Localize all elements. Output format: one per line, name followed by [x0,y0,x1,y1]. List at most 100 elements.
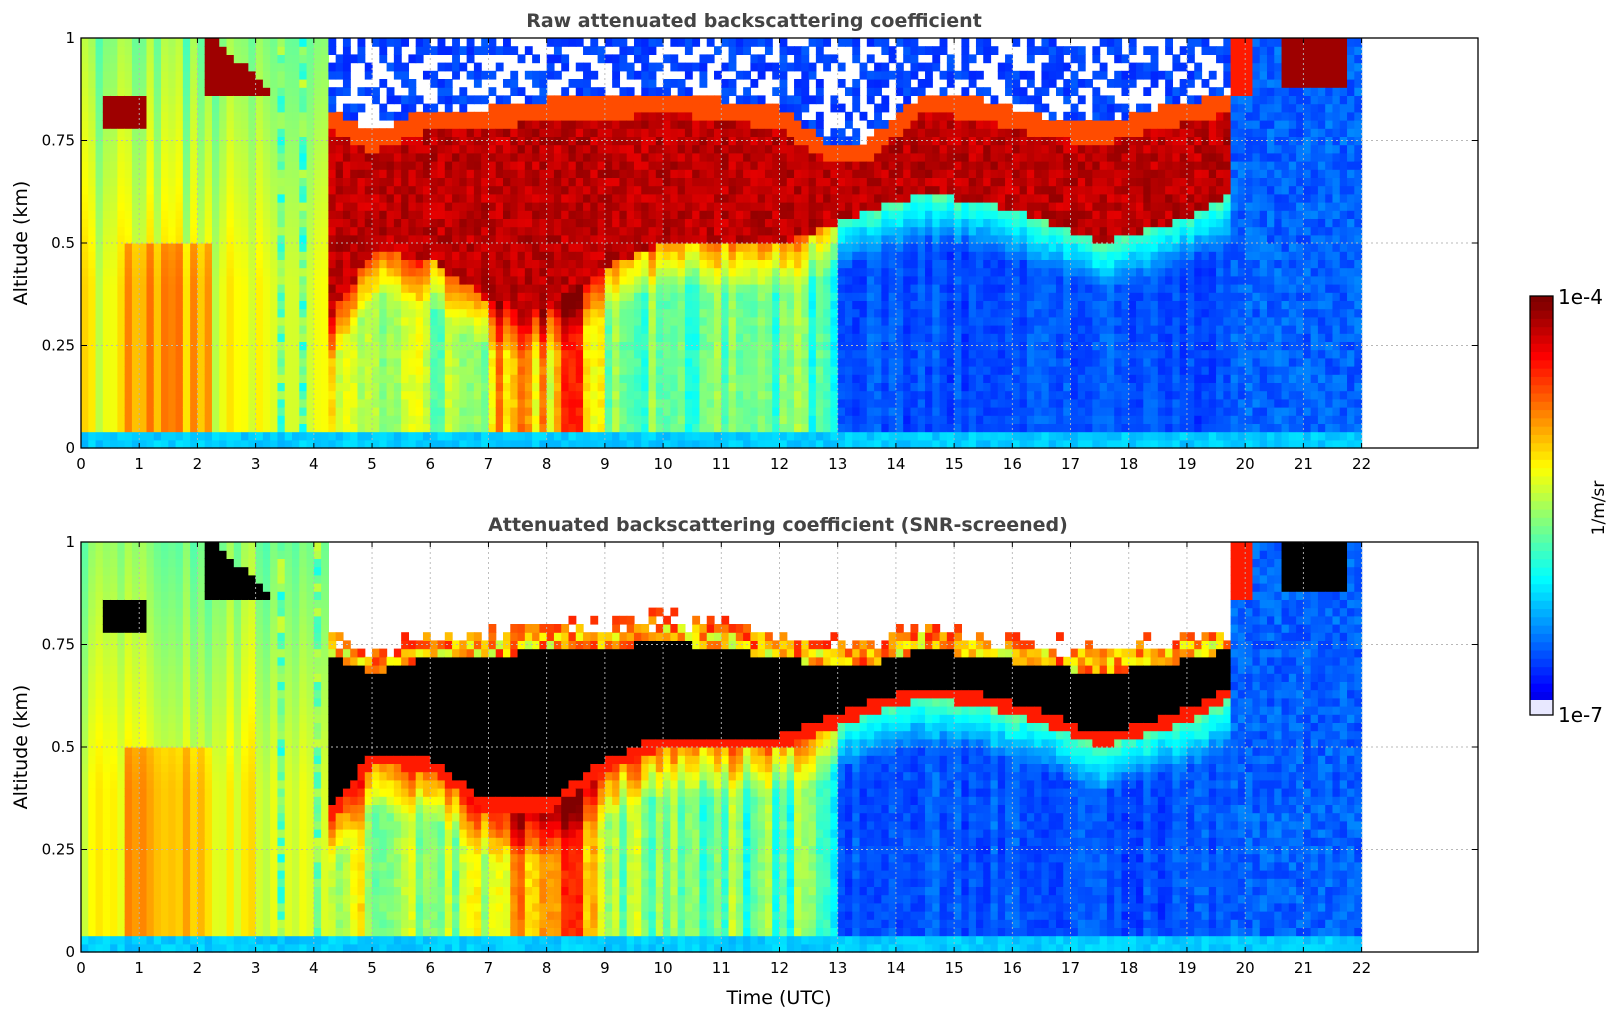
heatmap-cell [568,275,577,285]
heatmap-cell [721,169,730,178]
heatmap-cell [364,341,373,351]
heatmap-cell [684,103,693,113]
heatmap-cell [575,423,584,433]
heatmap-cell [663,185,671,195]
heatmap-cell [168,349,177,359]
heatmap-cell [473,251,482,260]
heatmap-cell [299,259,308,269]
heatmap-cell [88,169,97,178]
heatmap-cell [95,70,104,80]
heatmap-cell [794,243,802,252]
heatmap-cell [561,177,570,187]
heatmap-cell [684,161,693,170]
heatmap-cell [794,226,802,236]
heatmap-cell [335,202,344,211]
heatmap-cell [714,218,722,228]
heatmap-cell [481,185,490,195]
heatmap-cell [495,308,504,318]
heatmap-cell [743,120,751,129]
heatmap-cell [299,415,308,424]
heatmap-cell [175,325,184,334]
heatmap-cell [604,111,613,121]
heatmap-cell [583,251,591,260]
heatmap-cell [422,325,431,334]
heatmap-cell [255,128,264,137]
heatmap-cell [772,177,781,187]
heatmap-cell [190,407,199,416]
heatmap-cell [466,161,475,170]
heatmap-cell [823,161,832,170]
heatmap-cell [575,136,584,146]
heatmap-cell [182,185,191,195]
heatmap-cell [677,193,686,203]
heatmap-cell [466,38,475,47]
heatmap-cell [590,103,599,113]
heatmap-cell [146,292,155,301]
heatmap-cell [321,218,329,228]
heatmap-cell [444,62,453,72]
heatmap-cell [481,128,490,137]
heatmap-cell [699,300,708,310]
heatmap-cell [233,111,242,121]
heatmap-cell [633,120,642,129]
heatmap-cell [641,284,650,293]
heatmap-cell [255,218,264,228]
heatmap-cell [539,185,548,195]
heatmap-cell [553,333,562,342]
heatmap-cell [408,415,417,424]
heatmap-cell [110,374,118,383]
heatmap-cell [721,243,730,252]
heatmap-cell [553,120,562,129]
heatmap-cell [110,325,118,334]
heatmap-cell [750,357,759,367]
heatmap-cell [415,218,424,228]
heatmap-cell [342,144,351,154]
heatmap-cell [168,439,177,449]
heatmap-cell [393,398,402,408]
heatmap-cell [139,292,148,301]
heatmap-cell [379,407,388,416]
heatmap-cell [692,234,701,244]
heatmap-cell [161,202,169,211]
heatmap-cell [655,390,664,400]
heatmap-cell [663,407,671,416]
heatmap-cell [604,185,613,195]
heatmap-cell [255,316,264,326]
heatmap-cell [306,62,315,72]
heatmap-cell [714,390,722,400]
heatmap-cell [801,431,810,441]
heatmap-cell [81,234,89,244]
heatmap-cell [284,349,293,359]
heatmap-cell [779,292,788,301]
heatmap-cell [422,316,431,326]
heatmap-cell [633,333,642,342]
heatmap-cell [372,366,380,375]
heatmap-cell [415,54,424,64]
heatmap-cell [335,128,344,137]
heatmap-cell [306,259,315,269]
heatmap-cell [568,407,577,416]
heatmap-cell [786,193,795,203]
heatmap-cell [255,407,264,416]
heatmap-cell [757,366,766,375]
heatmap-cell [823,62,832,72]
heatmap-cell [430,79,439,88]
heatmap-cell [393,144,402,154]
heatmap-cell [473,333,482,342]
heatmap-cell [546,193,555,203]
heatmap-cell [764,152,773,162]
heatmap-cell [444,193,453,203]
heatmap-cell [677,79,686,88]
heatmap-cell [626,423,635,433]
heatmap-cell [626,136,635,146]
heatmap-cell [335,251,344,260]
heatmap-cell [604,136,613,146]
heatmap-cell [437,79,446,88]
heatmap-cell [794,267,802,277]
heatmap-cell [532,415,540,424]
heatmap-cell [488,169,497,178]
heatmap-cell [546,407,555,416]
heatmap-cell [495,185,504,195]
heatmap-cell [663,79,671,88]
heatmap-cell [561,431,570,441]
